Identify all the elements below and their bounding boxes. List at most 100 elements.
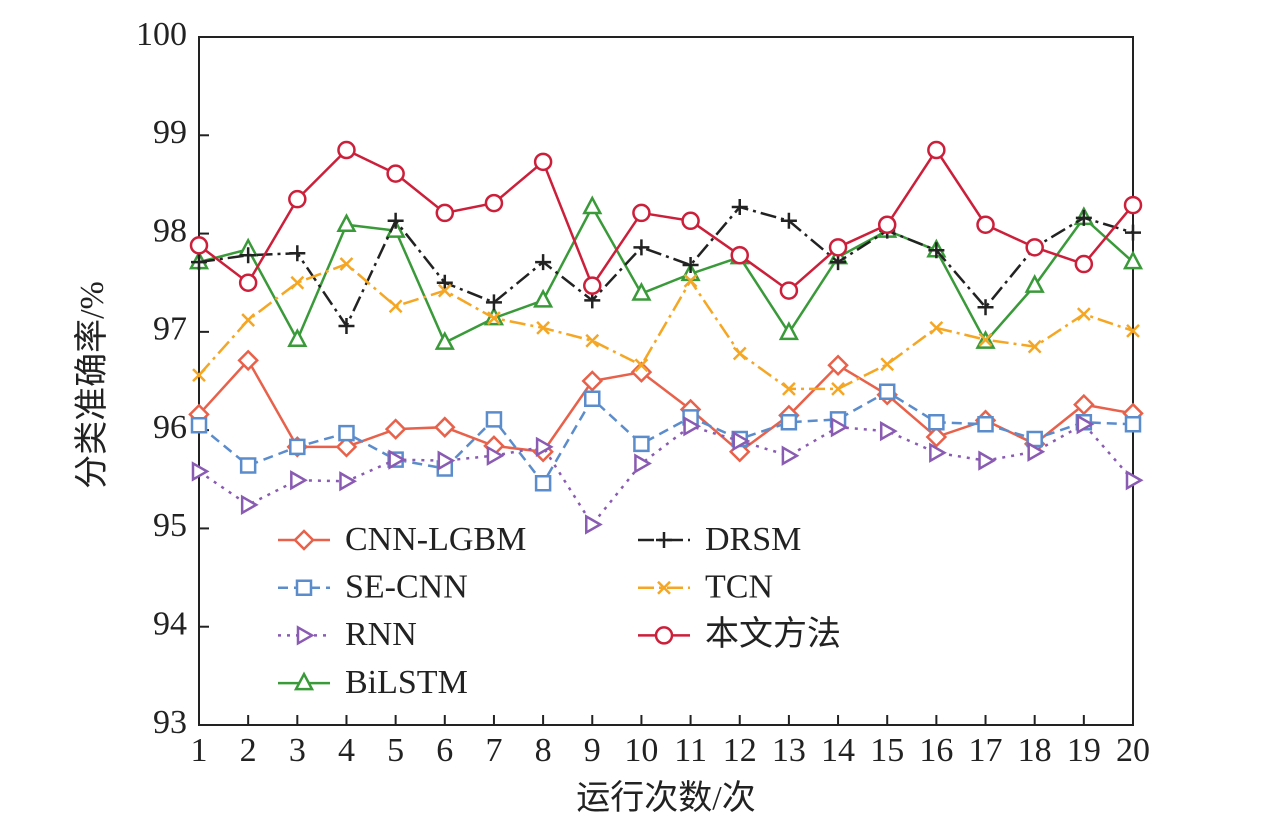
marker [1075, 209, 1092, 226]
x-tick-label: 11 [674, 732, 707, 769]
marker [631, 281, 652, 301]
marker [880, 357, 895, 372]
marker [486, 445, 505, 466]
y-axis-label: 分类准确率/% [73, 281, 111, 489]
series-line [198, 205, 1134, 329]
x-tick-label: 4 [338, 732, 355, 769]
marker [1024, 274, 1045, 293]
x-tick-label: 17 [969, 732, 1003, 769]
marker [1125, 470, 1144, 491]
marker [929, 321, 944, 335]
marker [682, 257, 699, 274]
marker [534, 474, 552, 492]
marker [485, 294, 502, 311]
marker [191, 461, 210, 482]
marker [290, 470, 308, 491]
marker [535, 254, 552, 271]
marker [1074, 254, 1094, 274]
x-tick-label: 12 [723, 732, 757, 769]
x-tick-label: 19 [1067, 732, 1101, 769]
marker [977, 415, 994, 433]
marker [386, 164, 405, 183]
y-tick-label: 95 [153, 507, 187, 544]
marker [536, 321, 550, 335]
marker [485, 411, 503, 428]
series-line [198, 204, 1134, 345]
marker [293, 671, 315, 691]
marker [780, 212, 797, 229]
marker [585, 333, 600, 348]
marker [877, 215, 897, 234]
marker [437, 450, 456, 471]
marker [384, 418, 407, 440]
marker [683, 273, 698, 288]
x-tick-label: 18 [1018, 732, 1052, 769]
marker [1125, 224, 1141, 241]
marker [581, 370, 604, 392]
marker [533, 288, 554, 308]
marker [977, 299, 994, 316]
marker [487, 311, 501, 325]
marker [630, 361, 653, 383]
marker [928, 242, 945, 259]
marker [928, 414, 945, 431]
marker [730, 245, 749, 265]
legend-label: SE-CNN [345, 568, 468, 605]
marker [535, 436, 554, 458]
marker [289, 438, 306, 456]
marker [192, 368, 206, 382]
y-tick-label: 97 [153, 311, 187, 348]
marker [978, 450, 997, 471]
marker [293, 529, 315, 551]
marker [929, 442, 947, 463]
marker [978, 332, 993, 347]
marker [582, 195, 603, 215]
marker [683, 416, 702, 437]
legend-label: BiLSTM [345, 664, 468, 701]
marker [388, 299, 403, 314]
marker [681, 211, 700, 231]
marker [827, 354, 849, 377]
marker [780, 414, 798, 431]
x-tick-label: 1 [191, 732, 208, 769]
x-tick-label: 16 [919, 732, 953, 769]
marker [239, 457, 257, 474]
marker [925, 426, 948, 448]
legend-label: TCN [705, 568, 773, 605]
y-tick-label: 98 [153, 212, 187, 249]
marker [779, 281, 799, 300]
marker [1126, 323, 1140, 338]
marker [338, 317, 355, 334]
marker [878, 383, 896, 401]
marker [237, 349, 259, 372]
marker [976, 215, 995, 234]
marker [657, 580, 671, 595]
marker [484, 193, 504, 213]
marker [189, 236, 209, 255]
y-tick-label: 93 [153, 704, 187, 741]
marker [290, 275, 305, 290]
marker [339, 257, 354, 271]
marker [830, 417, 849, 438]
marker [584, 390, 601, 407]
x-tick-label: 14 [821, 732, 855, 769]
marker [782, 381, 796, 396]
marker [287, 328, 308, 347]
marker [584, 292, 601, 309]
x-tick-label: 10 [624, 732, 658, 769]
marker [240, 247, 257, 264]
x-tick-label: 8 [535, 732, 552, 769]
marker [778, 321, 799, 341]
marker [191, 254, 207, 271]
x-tick-label: 5 [387, 732, 404, 769]
marker [633, 239, 650, 256]
marker [388, 449, 407, 470]
y-tick-label: 100 [136, 16, 187, 53]
legend-label: 本文方法 [705, 615, 841, 653]
marker [533, 152, 553, 172]
marker [632, 203, 651, 223]
marker [437, 283, 452, 298]
legend-label: CNN-LGBM [345, 521, 526, 558]
marker [338, 424, 355, 442]
